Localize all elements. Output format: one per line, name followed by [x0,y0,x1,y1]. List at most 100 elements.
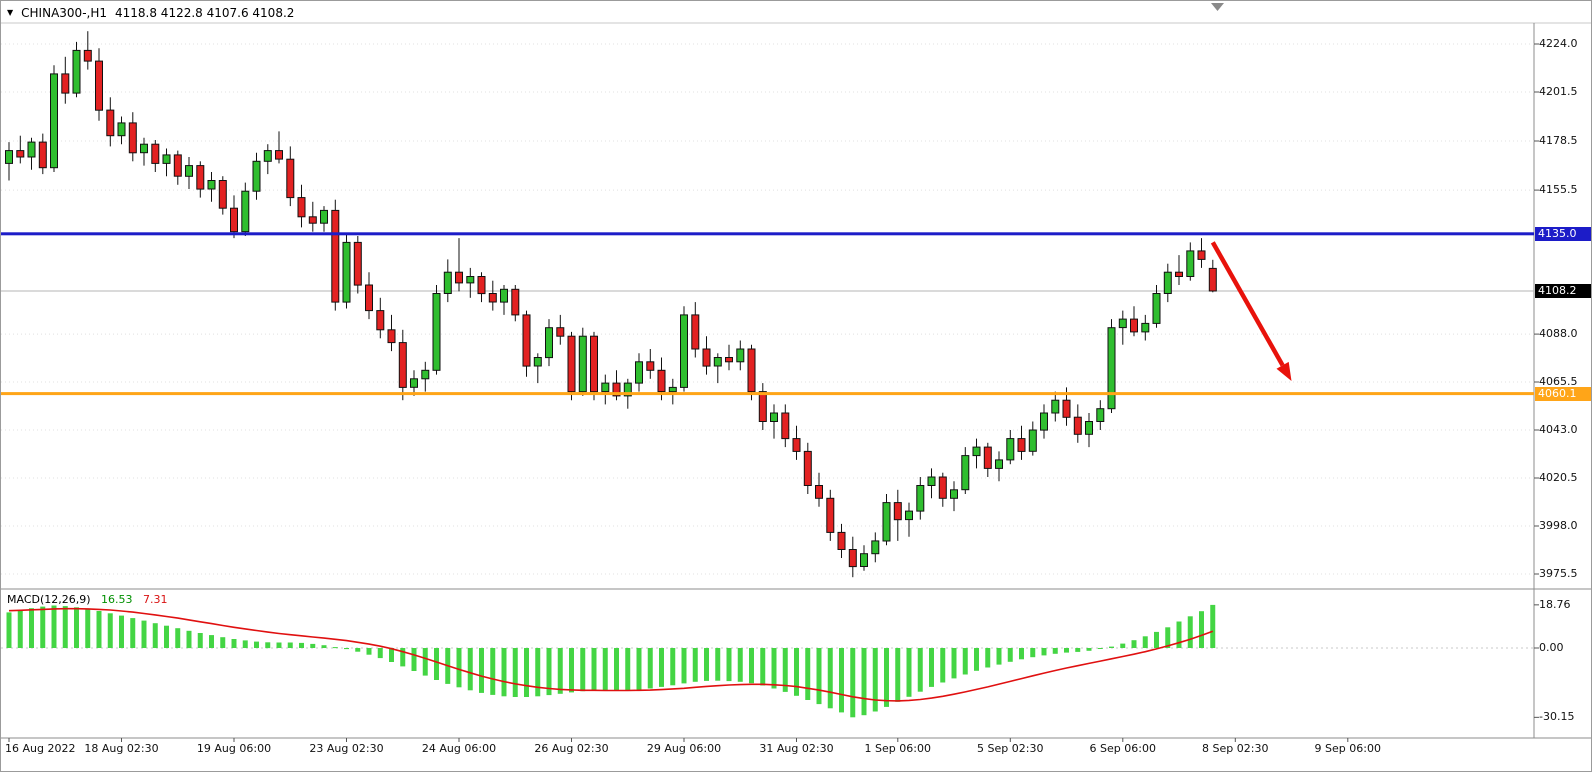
candle-body [455,271,463,284]
candle-body [1130,318,1138,333]
macd-signal-line [8,607,1214,702]
candle-body [1006,438,1015,461]
candle-body [545,327,553,359]
candle-body [1208,267,1217,292]
candle-body [927,476,936,486]
candle-body [50,73,58,169]
candle-body [466,276,475,284]
candle-body [995,459,1003,469]
candle-body [185,165,193,177]
candle-body [38,141,47,169]
candle-body [511,288,520,316]
resistance-line[interactable] [1,232,1534,236]
candle-body [860,553,868,568]
candle-body [72,49,81,94]
candle-body [95,60,103,111]
candle-body [1186,250,1195,277]
candle-body [1141,322,1150,333]
candle-body [1118,318,1127,329]
candle-body [522,314,531,367]
candle-body [770,412,778,422]
candle-body [736,348,745,363]
candle-body [331,209,340,303]
chart-header: ▼ CHINA300-,H1 4118.8 4122.8 4107.6 4108… [7,6,294,20]
candle-body [106,109,115,137]
candle-body [803,450,812,486]
candle-body [320,209,328,224]
candle-body [635,361,643,384]
candle-body [241,190,250,233]
candle-body [1197,250,1206,260]
candle-body [432,293,441,371]
candle-body [488,293,497,303]
candle-body [275,150,283,160]
candles [5,31,1217,578]
candle-body [725,357,733,363]
candle-body [578,335,587,393]
candle-body [410,378,418,388]
candle-body [950,489,958,499]
candle-body [1096,408,1105,423]
candle-body [61,73,70,94]
candle-body [162,154,171,164]
candle-body [792,438,801,452]
candle-body [961,455,970,491]
candle-body [1107,327,1116,410]
candle-body [590,335,598,393]
candle-body [612,382,621,397]
candle-body [601,382,610,393]
symbol-dropdown-icon[interactable]: ▼ [7,8,14,17]
candle-body [691,314,700,350]
candle-body [308,216,317,224]
candle-body [230,207,238,233]
candle-body [668,386,677,393]
candle-body [1028,429,1037,452]
macd-label: MACD(12,26,9) [7,593,91,606]
candle-body [1017,438,1026,452]
trend-arrow-annotation[interactable] [1210,241,1292,381]
candle-body [1163,271,1172,295]
candle-body [151,143,160,164]
candle-body [342,241,351,303]
candle-body [826,497,835,533]
candle-body [871,540,880,555]
candle-body [196,165,205,190]
candle-body [83,49,92,62]
candle-body [815,485,823,499]
candle-body [657,369,666,393]
candle-body [173,154,182,177]
candle-body [1085,421,1093,435]
candle-body [252,160,261,192]
candle-body [837,531,846,551]
candle-body [646,361,655,371]
candle-body [500,288,508,303]
candle-body [781,412,790,440]
candle-body [1152,293,1161,324]
candle-body [117,122,126,137]
candle-body [1073,416,1082,435]
candle-body [297,197,306,218]
candle-body [207,180,216,190]
candle-body [1051,399,1060,414]
macd-histogram [6,604,1216,718]
candle-body [286,158,295,199]
candle-body [218,180,227,209]
support-line[interactable] [1,392,1534,396]
candle-body [567,335,576,393]
candle-body [702,348,711,367]
candle-body [5,150,13,164]
candle-body [1175,271,1183,278]
candle-body [128,122,137,154]
candle-body [376,310,385,331]
candle-body [27,141,36,158]
candle-body [916,485,925,512]
candle-body [353,241,362,286]
candle-body [263,150,272,162]
candle-body [533,357,542,367]
candle-body [983,446,992,469]
scroll-position-marker [1211,3,1224,11]
macd-signal-value: 7.31 [143,593,168,606]
symbol-title: CHINA300-,H1 [21,6,107,20]
